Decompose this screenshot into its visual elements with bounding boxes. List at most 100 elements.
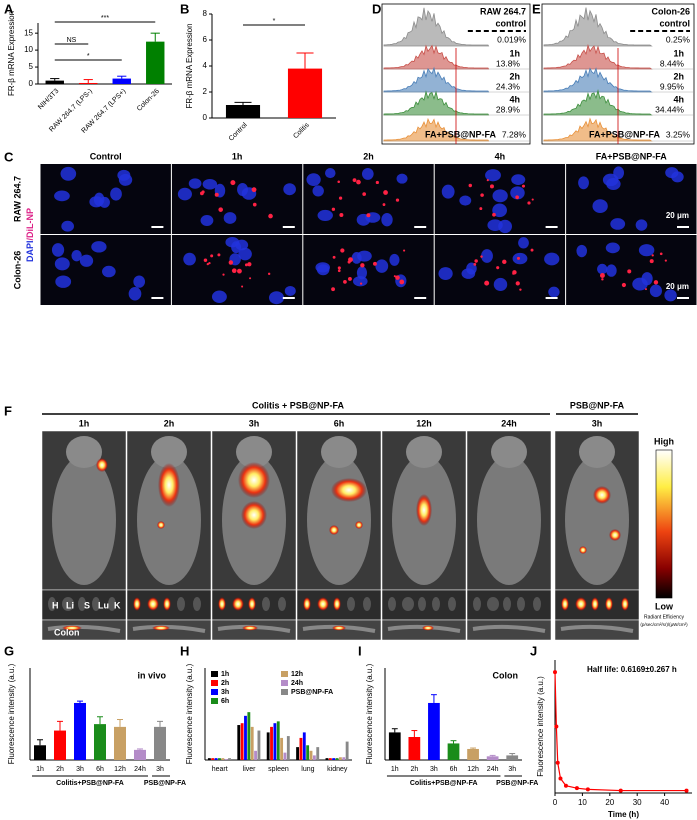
histogram — [383, 90, 490, 116]
nucleus — [55, 275, 72, 288]
bar — [224, 759, 228, 760]
dil-signal — [340, 248, 345, 253]
x-tick-label: 1h — [36, 766, 44, 773]
flow-row-name: 1h — [673, 48, 684, 58]
dil-signal — [653, 280, 659, 285]
organ — [517, 597, 525, 611]
flow-value: 3.25% — [666, 129, 691, 139]
organ-label: S — [84, 600, 90, 610]
nucleus — [306, 173, 321, 187]
flow-value: 8.44% — [660, 58, 685, 68]
organ — [388, 597, 396, 611]
nucleus — [317, 209, 333, 221]
dil-signal — [337, 266, 341, 270]
histogram — [543, 88, 653, 116]
bar — [254, 750, 257, 760]
legend-label: 6h — [221, 698, 229, 705]
dil-signal — [241, 285, 244, 288]
flow-row-name: 4h — [673, 94, 684, 104]
nucleus — [356, 266, 367, 280]
flow-value: 13.8% — [496, 58, 521, 68]
mouse-head — [66, 436, 102, 468]
x-tick-label: 12h — [114, 766, 126, 773]
y-axis-label: Fluorescence intensity (a.u.) — [365, 663, 374, 764]
nucleus — [498, 219, 513, 234]
mouse — [477, 455, 541, 585]
dil-signal — [496, 266, 500, 270]
x-tick-label: lung — [301, 766, 314, 773]
legend-label: PSB@NP-FA — [291, 689, 333, 696]
organ — [147, 597, 159, 611]
histogram — [383, 117, 490, 142]
column-header: FA+PSB@NP-FA — [596, 151, 668, 161]
dil-signal — [382, 203, 386, 206]
panel-label: D — [372, 1, 381, 16]
flow-value: 34.44% — [655, 104, 684, 114]
dil-signal — [247, 262, 252, 267]
bar — [342, 757, 346, 760]
significance: *** — [101, 15, 109, 22]
bar — [237, 725, 241, 760]
signal — [329, 525, 339, 535]
dil-signal — [659, 252, 663, 256]
organ — [163, 597, 171, 611]
flow-value: 0.25% — [666, 34, 691, 44]
organ — [278, 597, 286, 611]
bar — [328, 758, 332, 760]
flow-title: Colon-26 — [651, 6, 690, 16]
bar — [299, 737, 303, 760]
nucleus — [315, 262, 330, 273]
legend-swatch — [281, 680, 288, 686]
y-tick-label: 0 — [29, 79, 34, 88]
x-tick-label: Colon-26 — [136, 88, 161, 113]
nucleus — [649, 284, 662, 298]
legend-swatch — [211, 680, 218, 686]
organ — [333, 597, 341, 611]
nucleus — [664, 289, 677, 302]
dil-signal — [372, 261, 377, 266]
dil-signal — [200, 191, 204, 196]
nucleus — [597, 263, 608, 275]
bar — [214, 758, 218, 760]
bar — [74, 702, 86, 760]
dil-signal — [489, 184, 494, 189]
organ — [177, 597, 185, 611]
x-tick-label: liver — [243, 766, 257, 773]
image-colon — [554, 619, 640, 641]
y-axis-label: Fluorescence intensity (a.u.) — [185, 663, 194, 764]
dil-signal — [516, 256, 521, 260]
colon — [560, 624, 634, 633]
nucleus — [71, 249, 82, 262]
nucleus — [632, 277, 648, 291]
bar — [506, 755, 519, 760]
colon-signal — [242, 625, 258, 631]
organ — [487, 597, 499, 611]
y-axis-label: Fluorescence intensity (a.u.) — [536, 676, 545, 777]
dil-signal — [515, 195, 519, 200]
group-label: PSB@NP-FA — [496, 780, 538, 787]
point — [574, 786, 579, 791]
bar — [309, 750, 313, 760]
nucleus — [268, 291, 285, 305]
panel-label: E — [532, 1, 541, 16]
dil-signal — [252, 202, 257, 207]
histogram — [383, 7, 490, 47]
nucleus — [361, 167, 374, 180]
y-tick-label: 6 — [203, 35, 208, 44]
bar — [79, 82, 98, 84]
dil-signal — [331, 287, 336, 292]
panel-label: B — [180, 1, 189, 16]
dil-signal — [231, 268, 237, 273]
organ — [92, 597, 100, 611]
nucleus — [544, 252, 560, 266]
dil-signal — [486, 179, 489, 182]
stain-dil: /DiL-NP — [25, 208, 35, 241]
legend-label: 24h — [291, 680, 303, 687]
bar — [345, 741, 349, 760]
nucleus — [493, 277, 508, 292]
nucleus — [492, 203, 507, 218]
point — [585, 787, 590, 792]
nucleus — [312, 185, 324, 197]
nucleus — [638, 244, 655, 257]
